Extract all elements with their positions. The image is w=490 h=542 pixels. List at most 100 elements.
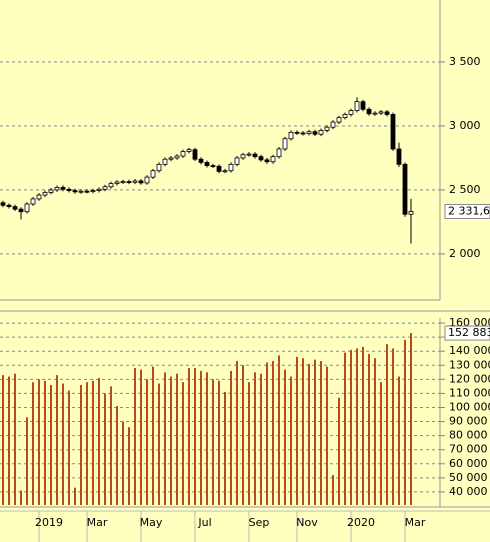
y-tick-label: 90 000: [449, 415, 488, 428]
y-tick-label: 3 000: [449, 119, 481, 132]
candle-body: [78, 190, 84, 193]
candle-body: [54, 186, 60, 191]
last-value-label: 2 331,61: [448, 204, 490, 217]
volume-bar: [14, 373, 16, 505]
x-tick-label: 2020: [347, 516, 375, 529]
candle-body: [198, 158, 204, 163]
candle-body: [204, 162, 210, 167]
volume-bar: [224, 392, 226, 505]
volume-bar: [302, 358, 304, 505]
candle-body: [36, 194, 42, 200]
volume-bar: [20, 490, 22, 505]
volume-bar: [98, 377, 100, 505]
volume-bar: [266, 362, 268, 505]
volume-bar: [212, 379, 214, 505]
candle-body: [18, 208, 24, 213]
volume-bar: [260, 373, 262, 505]
volume-bar: [350, 349, 352, 505]
x-tick-label: Nov: [296, 516, 318, 529]
candle-body: [318, 130, 324, 135]
volume-bar: [128, 427, 130, 505]
y-tick-label: 50 000: [449, 471, 488, 484]
candle-body: [180, 151, 186, 157]
candle-body: [348, 110, 354, 115]
volume-bar: [122, 421, 124, 505]
candle-body: [246, 153, 252, 156]
candle-body: [108, 183, 114, 188]
volume-bar: [332, 475, 334, 505]
candle-body: [90, 190, 96, 192]
volume-bar: [26, 417, 28, 505]
candle-body: [6, 204, 12, 207]
volume-bar: [236, 361, 238, 505]
volume-bar: [272, 361, 274, 505]
candle-body: [312, 131, 318, 135]
candle-body: [84, 190, 90, 193]
volume-bar: [68, 390, 70, 505]
candle-body: [210, 165, 216, 168]
volume-bar: [326, 366, 328, 505]
candle-body: [258, 156, 264, 161]
candle-body: [366, 108, 372, 115]
volume-bar: [140, 369, 142, 505]
volume-bar: [164, 372, 166, 505]
x-tick-label: Sep: [249, 516, 270, 529]
candle-body: [372, 112, 378, 115]
volume-bar: [314, 359, 316, 505]
candle-body: [252, 153, 258, 158]
candle-body: [354, 101, 360, 111]
y-tick-label: 2 500: [449, 183, 481, 196]
volume-bar: [248, 382, 250, 505]
volume-bar: [338, 397, 340, 505]
volume-bar: [380, 382, 382, 505]
y-tick-label: 80 000: [449, 429, 488, 442]
y-tick-label: 2 000: [449, 247, 481, 260]
candle-body: [294, 131, 300, 134]
volume-bar: [362, 346, 364, 505]
candle-body: [138, 180, 144, 184]
volume-bar: [200, 370, 202, 505]
candle-body: [192, 149, 198, 160]
candle-body: [306, 131, 312, 135]
candle-body: [324, 126, 330, 131]
candle-body: [66, 188, 72, 191]
volume-bar: [296, 356, 298, 505]
candle-body: [174, 155, 180, 159]
y-tick-label: 130 000: [449, 358, 490, 371]
candle-body: [408, 211, 414, 215]
candle-body: [102, 186, 108, 190]
volume-bar: [176, 373, 178, 505]
candle-body: [264, 159, 270, 163]
last-value-box: [444, 325, 490, 341]
volume-bar: [152, 366, 154, 505]
volume-bar: [242, 365, 244, 505]
candle-body: [162, 158, 168, 165]
candle-body: [240, 154, 246, 159]
candle-body: [48, 189, 54, 193]
candle-body: [120, 181, 126, 184]
candle-body: [390, 114, 396, 150]
volume-bar: [32, 382, 34, 505]
candle-body: [72, 190, 78, 193]
y-tick-label: 70 000: [449, 443, 488, 456]
candle-body: [24, 203, 30, 213]
volume-bar: [284, 369, 286, 505]
candle-body: [300, 132, 306, 135]
candle-body: [216, 165, 222, 172]
volume-bar: [2, 375, 4, 505]
volume-bar: [170, 376, 172, 505]
volume-bar: [308, 363, 310, 505]
volume-bar: [230, 370, 232, 505]
candle-body: [168, 157, 174, 160]
volume-bar: [194, 368, 196, 505]
candle-body: [282, 138, 288, 150]
y-tick-label: 120 000: [449, 372, 490, 385]
volume-bar: [218, 380, 220, 505]
last-value-label: 152 883: [448, 326, 490, 339]
volume-bar: [254, 372, 256, 505]
candle-body: [114, 181, 120, 184]
candle-body: [222, 170, 228, 173]
volume-bar: [368, 354, 370, 505]
volume-bar: [392, 348, 394, 505]
y-tick-label: 140 000: [449, 344, 490, 357]
